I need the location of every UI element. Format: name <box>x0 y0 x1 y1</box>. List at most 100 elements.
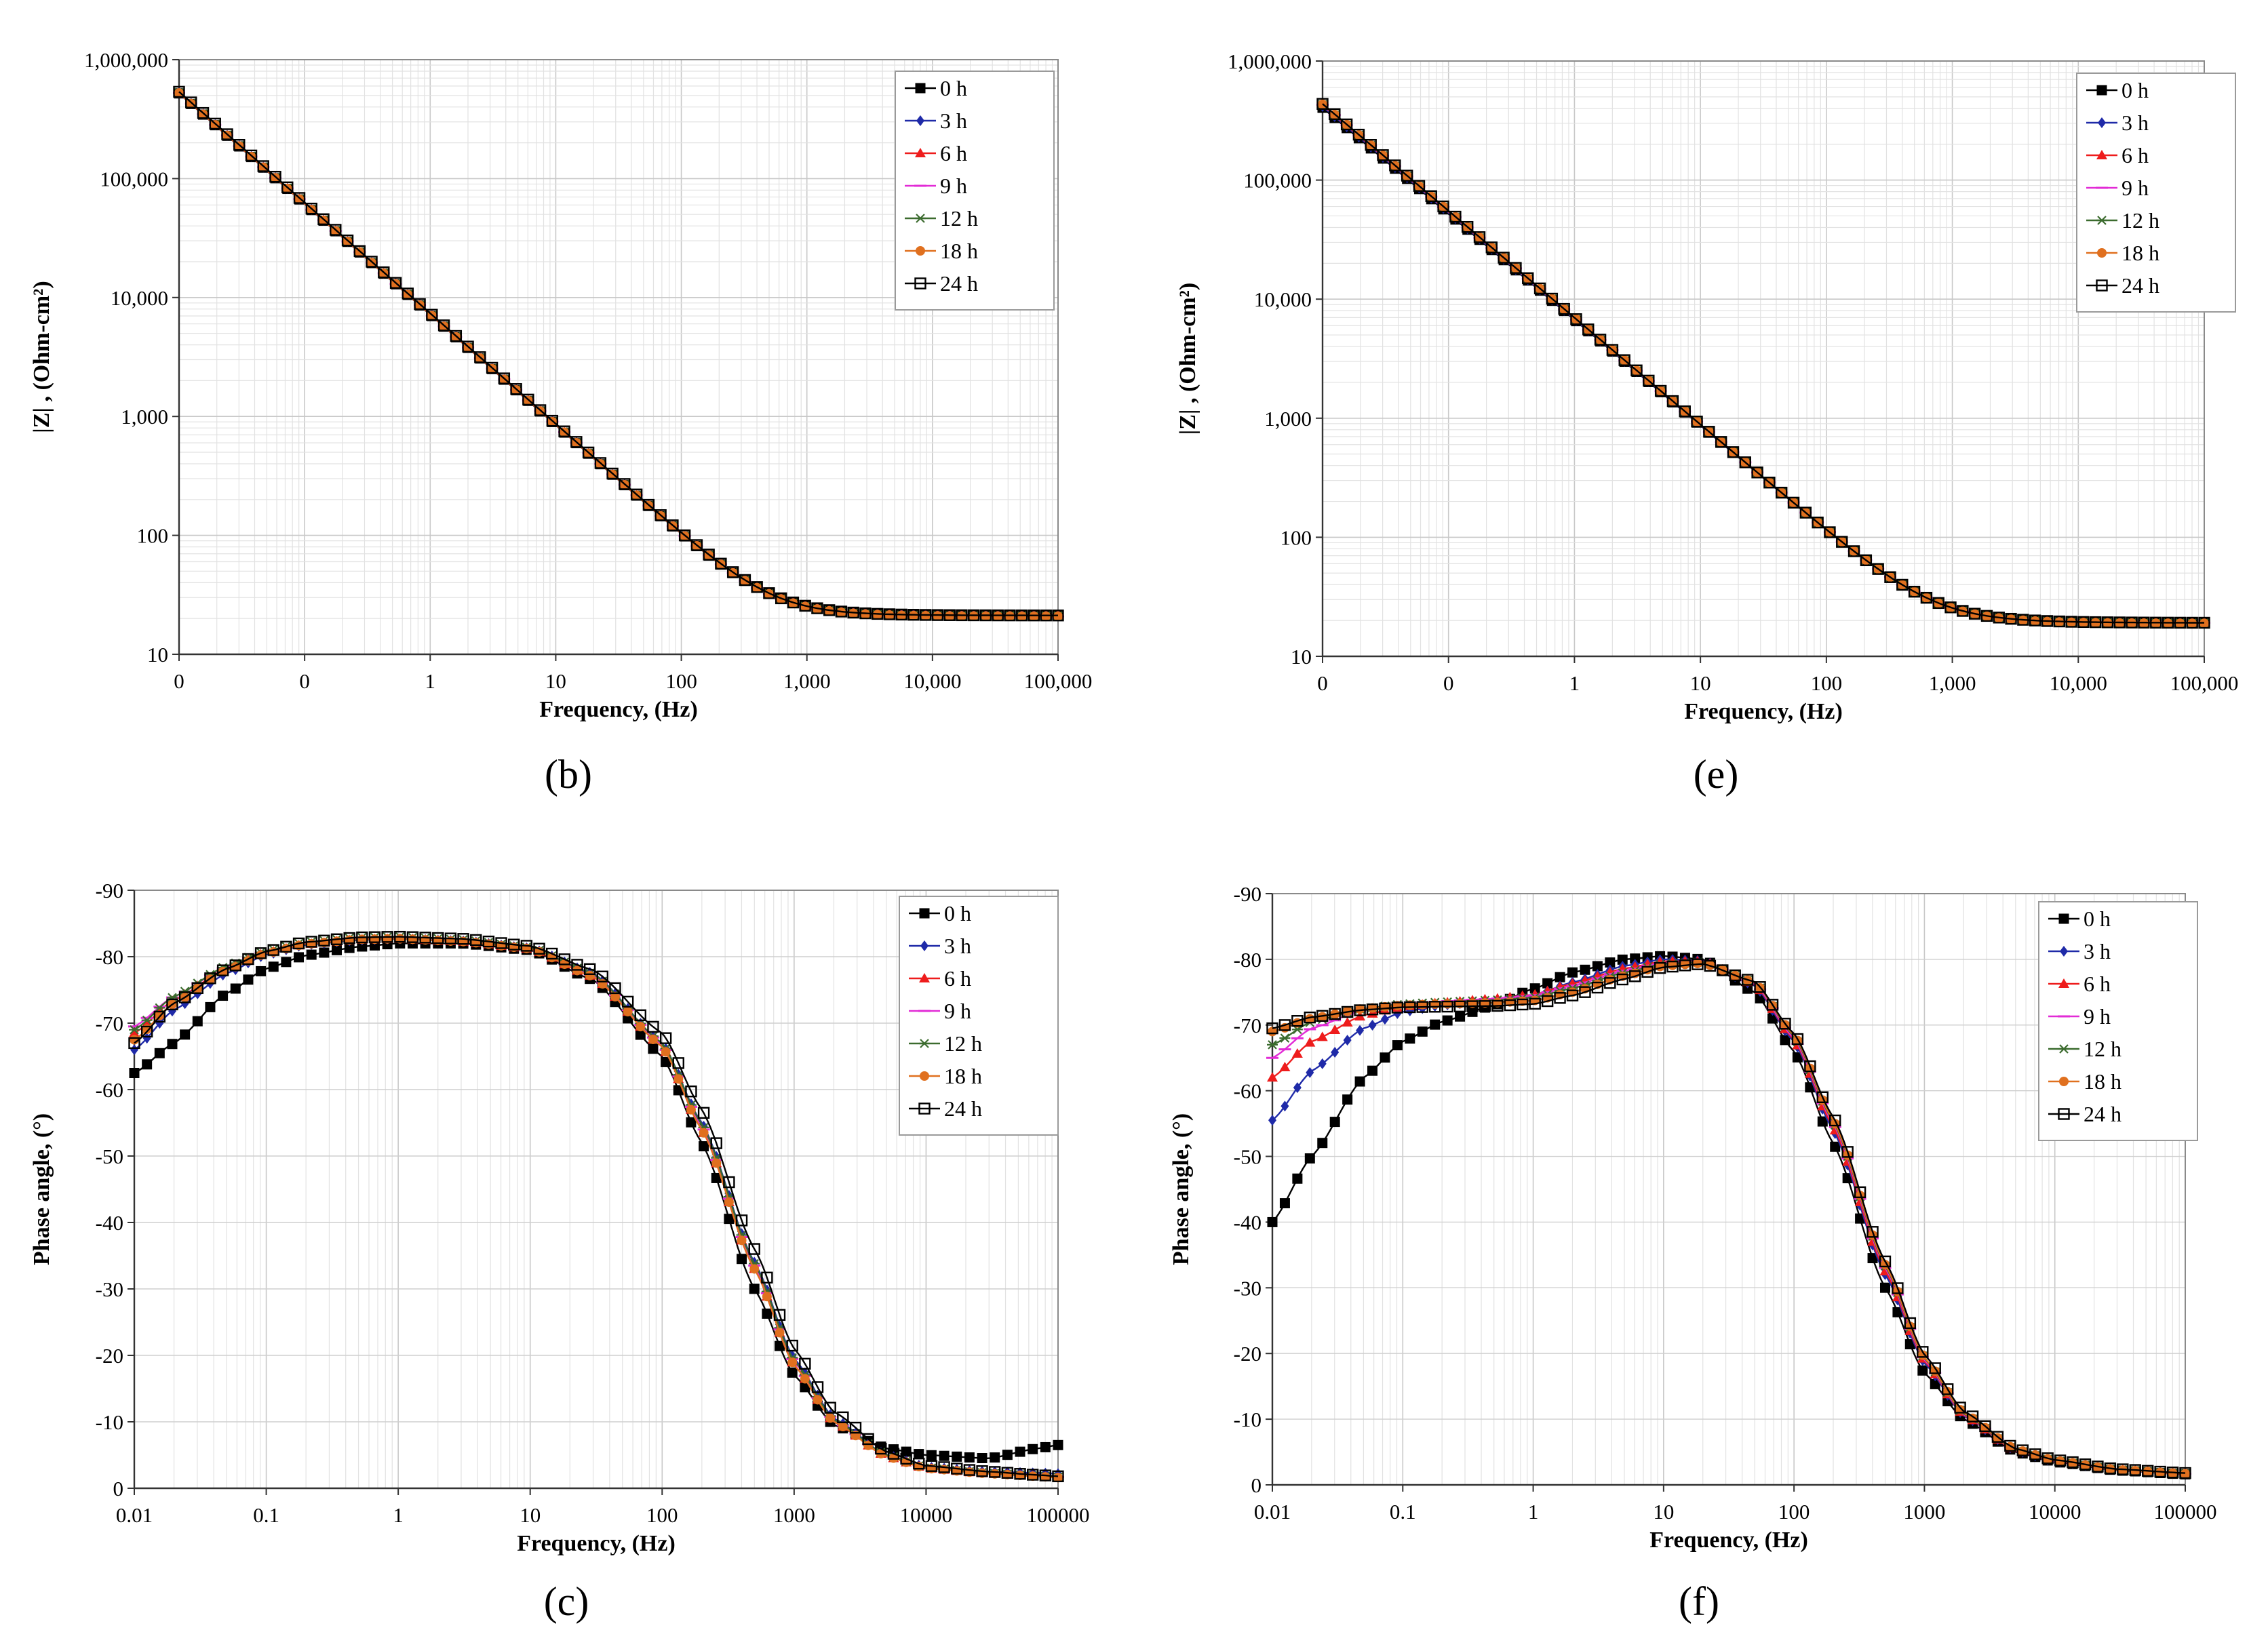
data-point <box>368 931 381 943</box>
data-point <box>1028 1471 1038 1481</box>
data-point <box>703 549 715 561</box>
data-point <box>1879 1282 1890 1293</box>
y-tick-label: 0 <box>113 1477 124 1500</box>
data-point <box>723 1176 735 1189</box>
data-point <box>1317 1138 1328 1149</box>
data-point <box>2016 1444 2029 1456</box>
legend-marker <box>2058 1044 2069 1054</box>
data-point <box>1606 344 1619 356</box>
data-point <box>726 566 739 578</box>
x-tick-label: 0 <box>1443 671 1454 695</box>
y-tick-label: 100 <box>1280 525 1312 549</box>
data-point <box>1428 1001 1441 1013</box>
data-point <box>1342 1017 1353 1027</box>
data-point <box>1278 1019 1291 1031</box>
data-point <box>546 414 559 427</box>
data-point <box>634 1009 647 1022</box>
data-point <box>1980 610 1993 622</box>
legend-label: 24 h <box>940 271 978 296</box>
data-point <box>1944 601 1957 614</box>
data-point <box>1040 1472 1051 1482</box>
data-point <box>1558 302 1570 315</box>
data-point <box>1389 159 1401 172</box>
data-point <box>205 1001 216 1012</box>
data-point <box>813 1395 823 1405</box>
x-axis-title: Frequency, (Hz) <box>1649 1528 1808 1553</box>
data-point <box>167 1039 178 1050</box>
data-point <box>1582 323 1595 336</box>
x-tick-label: 0 <box>1317 671 1328 695</box>
data-point <box>1629 970 1641 982</box>
data-point <box>1416 1001 1428 1013</box>
data-point <box>2053 615 2066 628</box>
data-point <box>1966 1410 1979 1422</box>
legend-box <box>2038 901 2198 1141</box>
data-point <box>129 1068 140 1078</box>
data-point <box>1267 1072 1278 1082</box>
data-point <box>1380 1052 1390 1063</box>
data-point <box>1554 992 1566 1004</box>
data-point <box>1691 416 1703 428</box>
data-point <box>230 983 241 994</box>
data-point <box>762 1308 773 1319</box>
data-point <box>1616 973 1628 986</box>
legend-box <box>899 896 1059 1136</box>
data-point <box>155 1018 164 1029</box>
legend-label: 6 h <box>2084 972 2111 996</box>
data-point <box>623 1007 633 1017</box>
data-point <box>173 85 185 98</box>
data-point <box>1630 953 1641 964</box>
x-tick-label: 10 <box>520 1503 541 1527</box>
y-tick-label: 10 <box>1291 645 1312 669</box>
plot-area <box>1323 61 2204 656</box>
panel-label: (c) <box>544 1579 589 1624</box>
data-point <box>1377 149 1389 161</box>
data-point <box>863 1440 874 1450</box>
data-point <box>2179 1467 2191 1479</box>
legend-box <box>895 71 1055 311</box>
data-point <box>775 592 787 605</box>
data-point <box>510 383 522 395</box>
data-point <box>1742 983 1753 994</box>
data-point <box>1473 231 1486 243</box>
data-point <box>647 1020 659 1033</box>
y-tick-label: 1,000,000 <box>84 48 168 72</box>
data-point <box>661 1056 671 1067</box>
y-tick-label: -50 <box>96 1145 123 1168</box>
data-point <box>737 1254 747 1265</box>
data-point <box>1860 554 1873 567</box>
x-tick-label: 1000 <box>773 1503 815 1527</box>
data-point <box>751 581 763 593</box>
y-tick-label: 100 <box>137 524 169 548</box>
data-point <box>761 1271 773 1283</box>
x-tick-label: 10 <box>1653 1500 1674 1524</box>
data-point <box>1279 1061 1291 1071</box>
data-point <box>1979 1420 1991 1433</box>
data-point <box>1804 1060 1816 1073</box>
data-point <box>724 1214 735 1225</box>
data-point <box>474 351 486 363</box>
series-line <box>1322 103 2204 624</box>
data-point <box>686 1104 696 1115</box>
data-point <box>835 605 848 618</box>
data-point <box>267 944 279 956</box>
data-point <box>699 1141 709 1152</box>
data-point <box>1763 477 1776 489</box>
data-point <box>1354 1004 1366 1016</box>
legend-marker <box>915 83 926 94</box>
data-point <box>2077 616 2090 629</box>
data-point <box>140 1025 153 1038</box>
data-point <box>1668 960 1678 970</box>
x-tick-label: 0 <box>174 669 184 693</box>
data-point <box>356 931 368 944</box>
data-point <box>979 609 992 622</box>
data-point <box>1498 252 1510 264</box>
data-point <box>711 1172 722 1183</box>
data-point <box>389 277 402 289</box>
data-point <box>1441 1000 1453 1013</box>
data-point <box>667 519 679 532</box>
data-point <box>1413 180 1426 192</box>
legend-label: 18 h <box>944 1064 982 1088</box>
data-point <box>648 1043 659 1054</box>
series-line <box>178 91 1058 616</box>
